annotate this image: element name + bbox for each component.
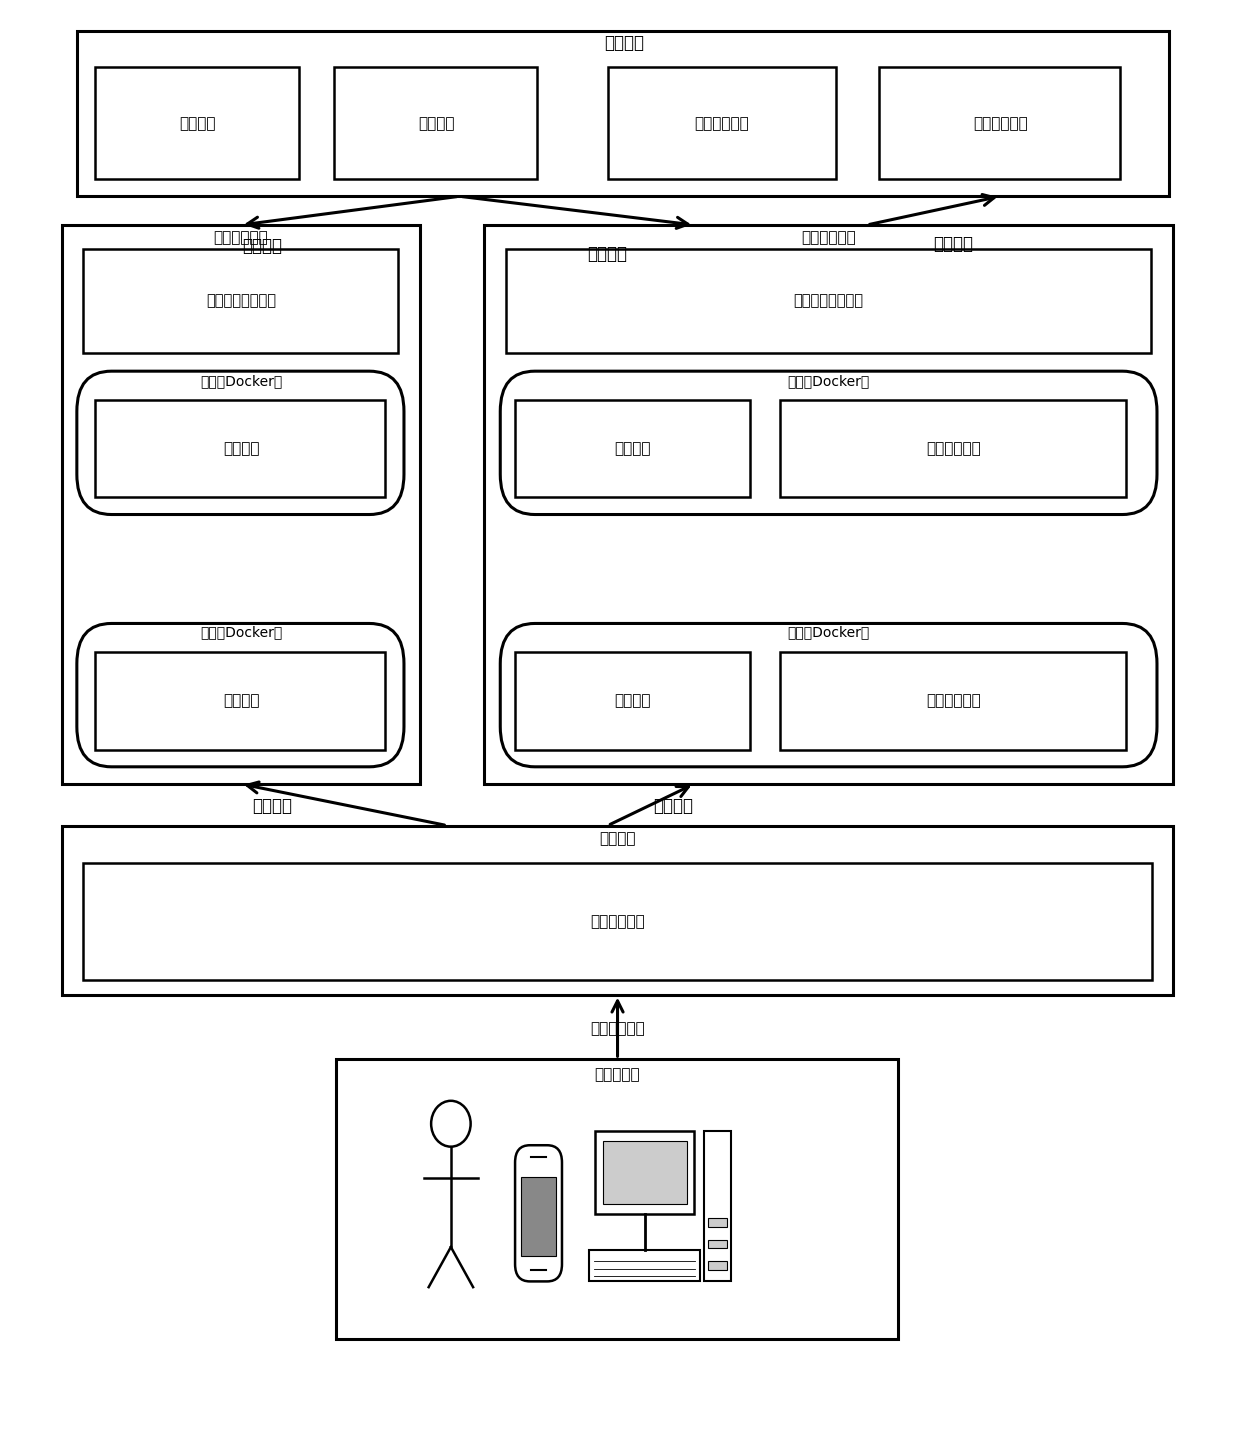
FancyBboxPatch shape [780, 400, 1126, 498]
FancyBboxPatch shape [336, 1059, 898, 1338]
Text: 容器「Docker」: 容器「Docker」 [200, 374, 283, 389]
Text: 时延记录模块: 时延记录模块 [926, 694, 981, 708]
FancyBboxPatch shape [603, 1141, 687, 1204]
Text: 时延记录模块: 时延记录模块 [926, 442, 981, 456]
Text: 边缘计算节点: 边缘计算节点 [213, 230, 268, 246]
FancyBboxPatch shape [589, 1250, 701, 1281]
FancyBboxPatch shape [608, 68, 836, 178]
Text: 信息收集: 信息收集 [934, 235, 973, 253]
Text: 业务分配: 业务分配 [252, 797, 291, 814]
FancyBboxPatch shape [334, 68, 537, 178]
FancyBboxPatch shape [77, 623, 404, 767]
FancyBboxPatch shape [484, 224, 1173, 784]
FancyBboxPatch shape [708, 1262, 728, 1271]
Text: 服务实例: 服务实例 [614, 694, 651, 708]
Text: 业务分配: 业务分配 [653, 797, 693, 814]
Text: 容器「Docker」: 容器「Docker」 [787, 625, 869, 639]
Text: 镜像中心: 镜像中心 [418, 115, 454, 131]
FancyBboxPatch shape [879, 68, 1120, 178]
Text: 边缘计算节点: 边缘计算节点 [801, 230, 856, 246]
Text: 服务实例: 服务实例 [614, 442, 651, 456]
FancyBboxPatch shape [83, 249, 398, 353]
Text: 服务实例: 服务实例 [223, 694, 259, 708]
FancyBboxPatch shape [595, 1131, 694, 1215]
Text: 服务实例治理模块: 服务实例治理模块 [206, 294, 277, 308]
FancyBboxPatch shape [95, 400, 386, 498]
FancyBboxPatch shape [704, 1131, 732, 1281]
Text: 实例迁移算法: 实例迁移算法 [973, 115, 1028, 131]
FancyBboxPatch shape [83, 863, 1152, 980]
FancyBboxPatch shape [506, 249, 1151, 353]
FancyBboxPatch shape [515, 1145, 562, 1281]
Text: 服务实例: 服务实例 [223, 442, 259, 456]
FancyBboxPatch shape [77, 32, 1169, 196]
Text: 服务调用者: 服务调用者 [595, 1068, 640, 1082]
FancyBboxPatch shape [62, 826, 1173, 994]
FancyBboxPatch shape [500, 623, 1157, 767]
FancyBboxPatch shape [62, 224, 420, 784]
FancyBboxPatch shape [708, 1219, 728, 1227]
FancyBboxPatch shape [515, 400, 750, 498]
FancyBboxPatch shape [521, 1177, 556, 1256]
FancyBboxPatch shape [708, 1240, 728, 1249]
FancyBboxPatch shape [500, 371, 1157, 515]
FancyBboxPatch shape [77, 371, 404, 515]
Text: 服务部署: 服务部署 [588, 245, 627, 263]
Text: 服务网关: 服务网关 [599, 830, 636, 846]
Text: 负载均衡模块: 负载均衡模块 [590, 914, 645, 930]
Text: 数据同步中心: 数据同步中心 [694, 115, 749, 131]
Text: 服务部署: 服务部署 [242, 237, 281, 256]
Text: 服务调用请求: 服务调用请求 [590, 1022, 645, 1036]
Text: 容器「Docker」: 容器「Docker」 [787, 374, 869, 389]
Text: 配置中心: 配置中心 [180, 115, 216, 131]
FancyBboxPatch shape [515, 652, 750, 750]
FancyBboxPatch shape [95, 652, 386, 750]
Text: 服务实例治理模块: 服务实例治理模块 [794, 294, 863, 308]
Text: 数据中心: 数据中心 [604, 35, 644, 52]
Text: 容器「Docker」: 容器「Docker」 [200, 625, 283, 639]
FancyBboxPatch shape [780, 652, 1126, 750]
FancyBboxPatch shape [95, 68, 299, 178]
